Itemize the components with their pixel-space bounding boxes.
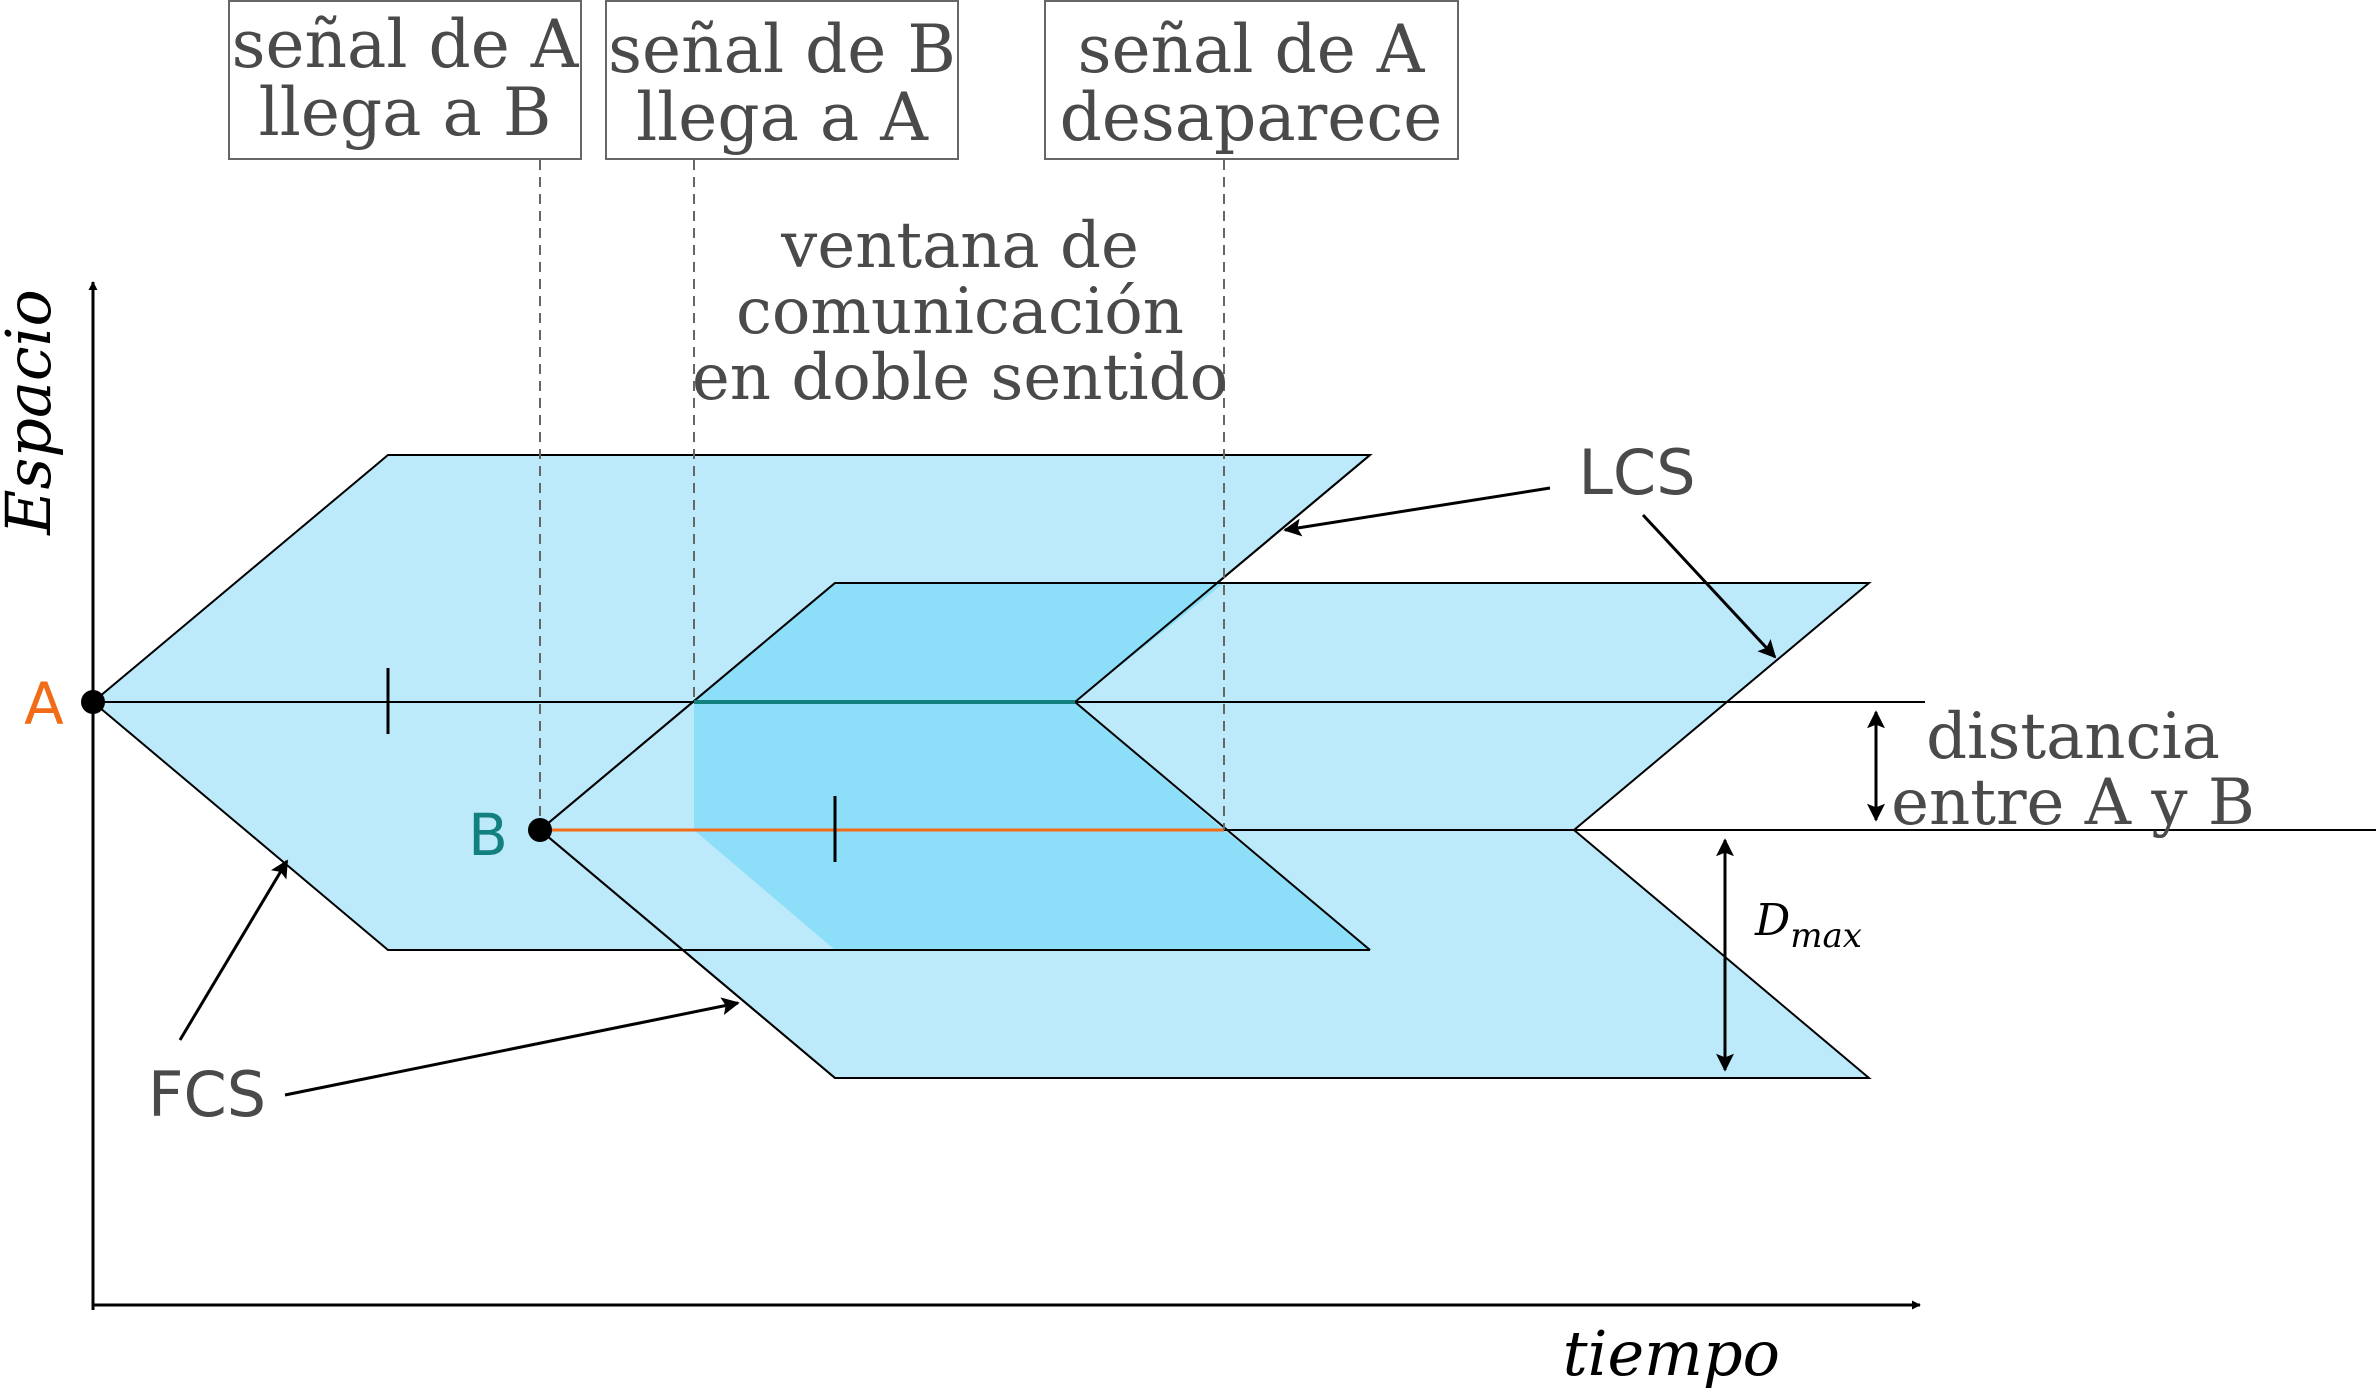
distance-label-line2: entre A y B (1891, 766, 2255, 840)
dmax-main: D (1754, 895, 1790, 946)
event-box-3-line2: desaparece (1060, 79, 1443, 156)
lcs-arrow-2 (1641, 513, 1777, 659)
lcs-label: LCS (1578, 436, 1695, 509)
event-box-2-line1: señal de B (608, 11, 956, 88)
dmax-sub: max (1790, 916, 1862, 956)
window-label-line2: comunicación (736, 275, 1184, 349)
overlap-region (694, 583, 1372, 950)
event-box-1-line2: llega a B (259, 74, 552, 151)
window-label-line1: ventana de (780, 209, 1139, 283)
point-b-label: B (468, 801, 508, 869)
fcs-label: FCS (148, 1058, 266, 1131)
event-box-3-line1: señal de A (1078, 11, 1426, 88)
lcs-arrow-1 (1283, 486, 1551, 537)
point-a (81, 690, 105, 714)
y-axis-label: Espacio (0, 289, 65, 536)
event-box-3 (1044, 0, 1459, 160)
event-box-1-line1: señal de A (232, 6, 580, 83)
distance-label-line1: distancia (1926, 700, 2220, 774)
window-label-line3: en doble sentido (692, 341, 1228, 415)
fcs-arrow-2 (284, 997, 740, 1097)
event-box-1 (228, 0, 582, 160)
event-box-2-line2: llega a A (636, 79, 929, 156)
dmax-label: Dmax (1754, 895, 1862, 956)
fcs-arrow-1 (178, 859, 289, 1041)
event-box-2 (605, 0, 959, 160)
point-b (528, 818, 552, 842)
point-a-label: A (24, 670, 64, 738)
x-axis-label: tiempo (1563, 1317, 1780, 1389)
